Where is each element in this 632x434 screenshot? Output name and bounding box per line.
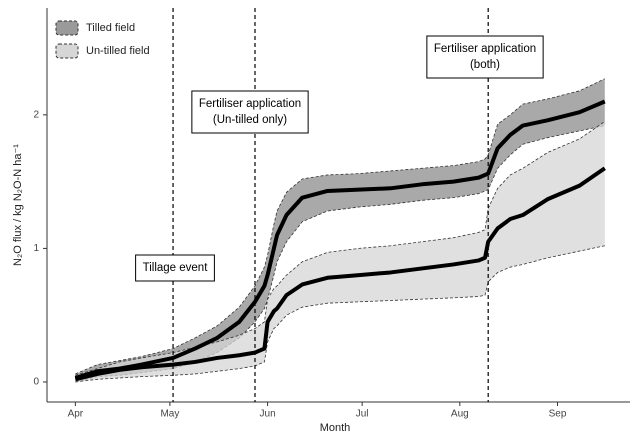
x-tick-label: Apr (68, 409, 84, 420)
event-annotation: Fertiliser application (both) (426, 35, 544, 79)
event-annotation: Fertiliser application (Un-tilled only) (191, 90, 309, 134)
confidence-band (75, 121, 605, 382)
annotation-text: Tillage event (143, 262, 209, 274)
band-edge (75, 125, 605, 383)
legend-label: Un-tilled field (86, 45, 150, 57)
y-tick-label: 2 (33, 109, 39, 120)
legend-swatch (55, 20, 79, 36)
annotation-text: (Un-tilled only) (213, 114, 287, 126)
annotation-text: Fertiliser application (199, 98, 301, 110)
x-axis-title: Month (320, 422, 351, 434)
x-tick-label: Jul (356, 409, 369, 420)
band-edge (75, 78, 605, 375)
series-line (74, 166, 606, 382)
confidence-band (75, 78, 605, 382)
x-tick-label: Jun (260, 409, 276, 420)
y-axis-title: N₂O flux / kg N₂O-N ha⁻¹ (12, 144, 24, 266)
annotation-text: (both) (470, 59, 500, 71)
annotation-box (426, 35, 544, 79)
annotation-box (135, 254, 215, 282)
band-edge (75, 245, 605, 383)
y-tick-label: 0 (33, 377, 39, 388)
annotation-text: Fertiliser application (434, 43, 536, 55)
x-tick-label: Sep (549, 409, 567, 420)
band-edge (75, 121, 606, 376)
annotation-box (191, 90, 309, 134)
y-tick-label: 1 (33, 243, 39, 254)
x-tick-label: Aug (451, 409, 469, 420)
series-line (74, 99, 606, 380)
legend-swatch (55, 43, 79, 59)
x-tick-label: May (160, 409, 179, 420)
legend-label: Tilled field (86, 22, 135, 34)
event-annotation: Tillage event (135, 254, 215, 282)
